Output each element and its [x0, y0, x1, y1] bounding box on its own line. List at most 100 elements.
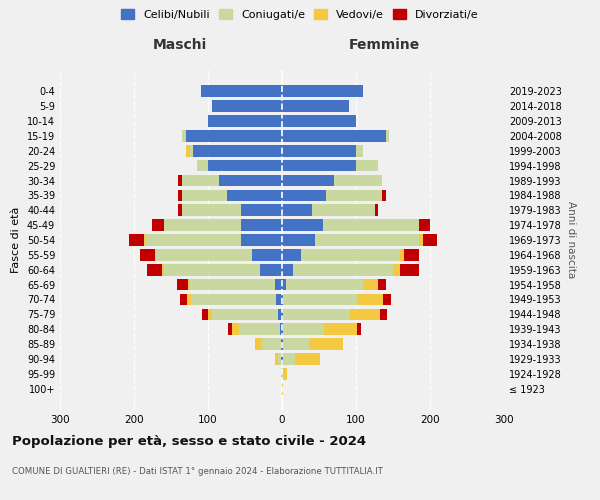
Bar	[278, 308, 282, 320]
Text: Popolazione per età, sesso e stato civile - 2024: Popolazione per età, sesso e stato civil…	[12, 435, 366, 448]
Bar	[227, 190, 282, 201]
Bar	[282, 145, 356, 156]
Bar	[282, 338, 283, 350]
Bar	[188, 279, 190, 290]
Bar	[178, 204, 182, 216]
Bar	[393, 264, 400, 276]
Bar	[275, 353, 278, 365]
Bar	[182, 190, 227, 201]
Bar	[241, 220, 282, 231]
Bar	[241, 234, 282, 246]
Bar	[282, 383, 283, 394]
Bar	[293, 264, 393, 276]
Bar	[177, 279, 188, 290]
Bar	[281, 338, 282, 350]
Y-axis label: Anni di nascita: Anni di nascita	[566, 202, 575, 278]
Bar	[282, 115, 356, 127]
Bar	[378, 279, 386, 290]
Bar	[200, 86, 282, 97]
Bar	[186, 130, 282, 141]
Bar	[282, 204, 311, 216]
Bar	[282, 160, 356, 172]
Bar	[162, 264, 164, 276]
Bar	[145, 234, 241, 246]
Bar	[197, 160, 208, 172]
Bar	[282, 294, 283, 306]
Bar	[276, 294, 282, 306]
Bar	[152, 220, 164, 231]
Bar	[316, 234, 419, 246]
Bar	[282, 234, 316, 246]
Bar	[286, 279, 364, 290]
Bar	[358, 324, 361, 335]
Text: Maschi: Maschi	[153, 38, 207, 52]
Bar	[232, 324, 239, 335]
Bar	[282, 353, 283, 365]
Bar	[282, 324, 283, 335]
Bar	[404, 249, 419, 260]
Bar	[212, 308, 278, 320]
Bar	[280, 324, 282, 335]
Bar	[326, 190, 382, 201]
Bar	[282, 249, 301, 260]
Bar	[164, 220, 241, 231]
Bar	[419, 220, 430, 231]
Bar	[283, 294, 358, 306]
Bar	[182, 204, 241, 216]
Bar	[358, 294, 383, 306]
Bar	[311, 204, 374, 216]
Bar	[275, 279, 282, 290]
Bar	[178, 190, 182, 201]
Bar	[380, 308, 387, 320]
Bar	[383, 294, 391, 306]
Bar	[356, 145, 364, 156]
Bar	[281, 368, 282, 380]
Bar	[282, 308, 283, 320]
Bar	[140, 249, 155, 260]
Bar	[283, 308, 350, 320]
Bar	[419, 234, 422, 246]
Bar	[282, 174, 334, 186]
Bar	[283, 368, 287, 380]
Bar	[178, 174, 182, 186]
Bar	[180, 294, 187, 306]
Bar	[364, 279, 378, 290]
Bar	[155, 249, 156, 260]
Bar	[282, 100, 349, 112]
Bar	[382, 190, 386, 201]
Bar	[422, 234, 437, 246]
Bar	[278, 353, 281, 365]
Bar	[262, 338, 281, 350]
Text: COMUNE DI GUALTIERI (RE) - Dati ISTAT 1° gennaio 2024 - Elaborazione TUTTITALIA.: COMUNE DI GUALTIERI (RE) - Dati ISTAT 1°…	[12, 468, 383, 476]
Bar	[191, 294, 276, 306]
Bar	[301, 249, 400, 260]
Bar	[356, 160, 378, 172]
Bar	[282, 279, 286, 290]
Bar	[310, 338, 343, 350]
Bar	[193, 145, 282, 156]
Bar	[164, 264, 260, 276]
Bar	[350, 308, 380, 320]
Bar	[323, 220, 419, 231]
Bar	[190, 279, 275, 290]
Bar	[202, 308, 208, 320]
Bar	[400, 264, 419, 276]
Bar	[282, 368, 283, 380]
Bar	[143, 234, 145, 246]
Bar	[219, 174, 282, 186]
Bar	[254, 338, 262, 350]
Legend: Celibi/Nubili, Coniugati/e, Vedovi/e, Divorziati/e: Celibi/Nubili, Coniugati/e, Vedovi/e, Di…	[118, 6, 482, 23]
Bar	[187, 294, 191, 306]
Bar	[260, 264, 282, 276]
Bar	[208, 115, 282, 127]
Bar	[253, 249, 282, 260]
Bar	[208, 308, 212, 320]
Bar	[282, 264, 293, 276]
Bar	[148, 264, 162, 276]
Bar	[281, 353, 282, 365]
Bar	[241, 204, 282, 216]
Bar	[324, 324, 358, 335]
Bar	[295, 353, 320, 365]
Bar	[282, 190, 326, 201]
Bar	[282, 86, 364, 97]
